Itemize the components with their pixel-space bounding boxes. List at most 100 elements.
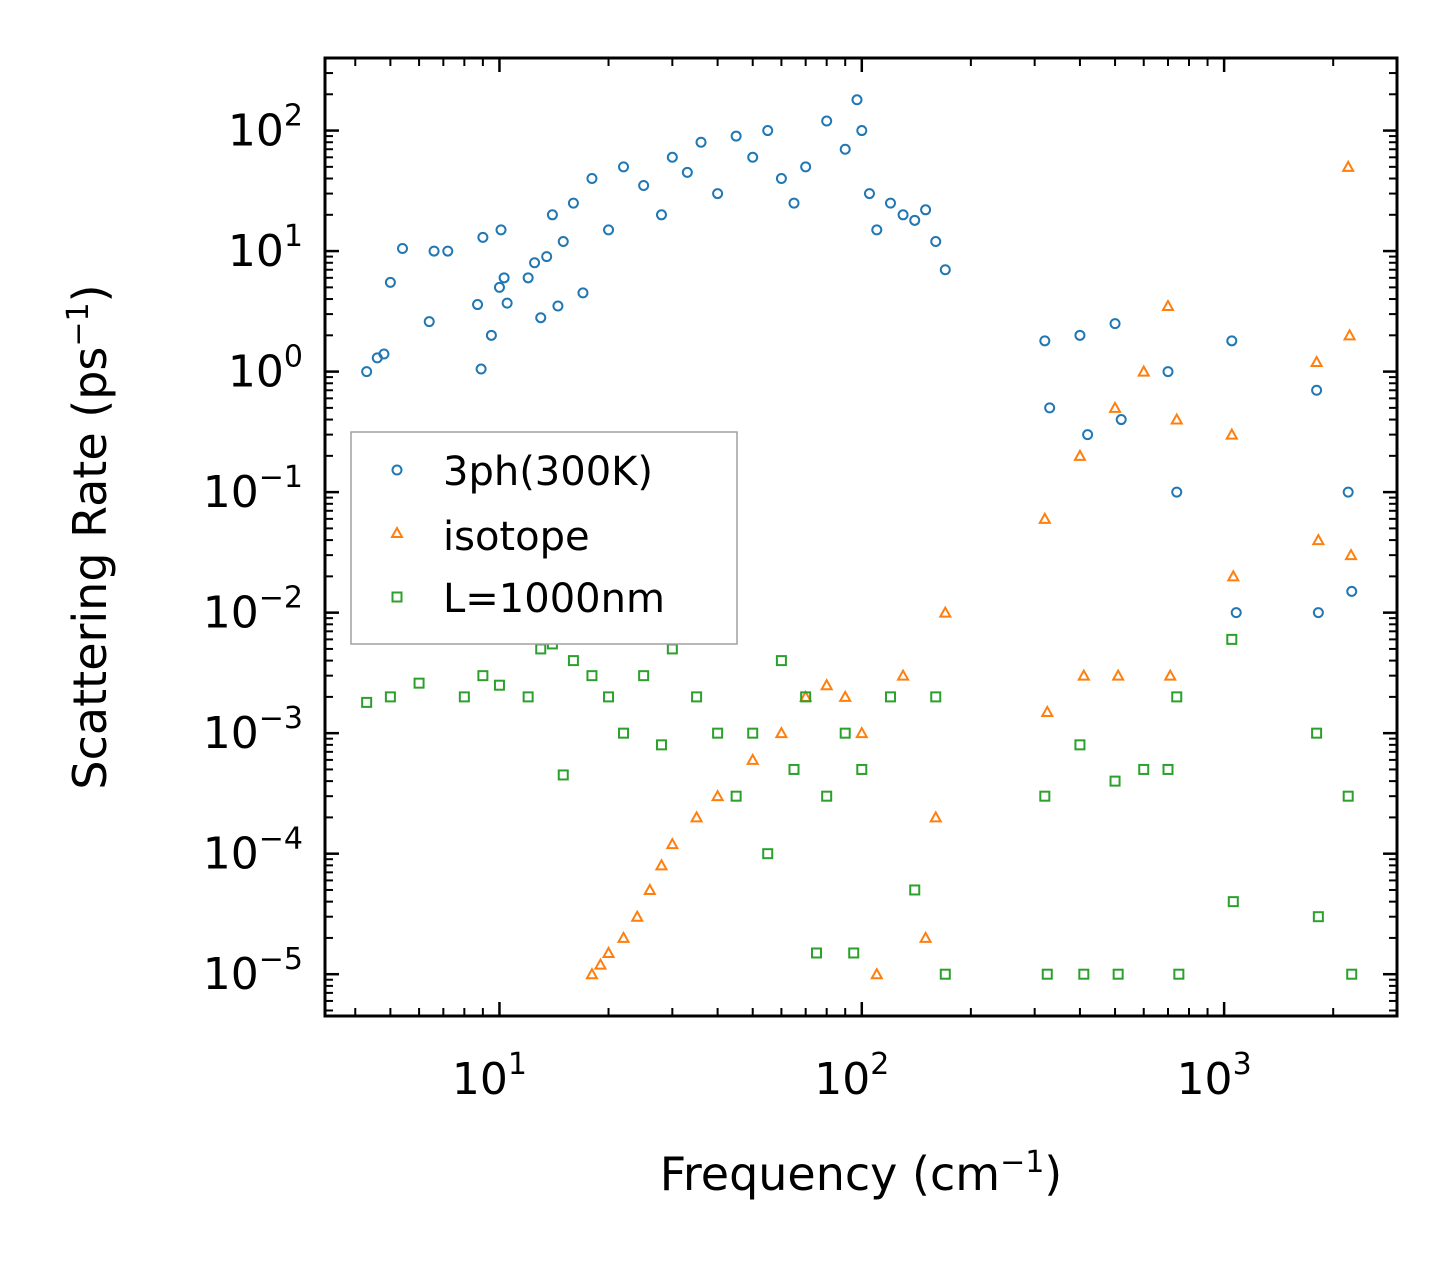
data-point [909, 884, 921, 896]
data-point [746, 752, 760, 765]
legend-label-3ph: 3ph(300K) [443, 449, 653, 495]
data-point [1171, 691, 1183, 703]
data-point [1227, 896, 1239, 908]
data-point [774, 726, 789, 739]
data-point [1342, 328, 1357, 341]
y-tick-exp: −3 [259, 701, 303, 736]
data-point [472, 299, 484, 311]
data-point [870, 967, 884, 980]
data-point [1341, 159, 1355, 172]
data-point [747, 151, 759, 163]
data-point [839, 143, 851, 155]
data-point [775, 173, 787, 185]
data-point [1040, 704, 1054, 717]
data-point [851, 94, 863, 106]
data-point [712, 188, 724, 200]
data-point [541, 251, 553, 263]
data-point [1162, 366, 1174, 378]
data-point [929, 810, 943, 823]
data-point [1038, 511, 1052, 524]
x-tick-label: 103 [1177, 1047, 1252, 1105]
x-tick-exp: 2 [870, 1047, 889, 1082]
x-tick-label: 102 [814, 1047, 889, 1105]
data-point [1346, 585, 1358, 597]
data-point [567, 197, 579, 209]
data-point [1171, 486, 1183, 498]
y-tick-exp: −4 [259, 822, 303, 857]
x-tick-base: 10 [1177, 1054, 1233, 1105]
data-point [522, 691, 534, 703]
legend-marker-3ph [391, 464, 403, 476]
data-point [396, 243, 408, 255]
y-tick-base: 10 [203, 949, 259, 1000]
data-point [638, 180, 650, 192]
data-point [1226, 569, 1240, 582]
data-point [1342, 486, 1354, 498]
data-point [712, 727, 724, 739]
data-point [552, 300, 564, 312]
data-point [821, 115, 833, 127]
data-point [838, 689, 852, 702]
data-point [730, 130, 742, 142]
y-tick-label: 100 [228, 340, 303, 398]
y-tick-base: 10 [203, 829, 259, 880]
y-tick-base: 10 [203, 708, 259, 759]
data-point [477, 231, 489, 243]
data-point [666, 151, 678, 163]
data-point [1044, 402, 1056, 414]
data-point [788, 763, 800, 775]
data-point [1162, 763, 1174, 775]
data-point [655, 739, 667, 751]
data-point [800, 161, 812, 173]
data-point [493, 679, 505, 691]
y-tick-label: 10−3 [203, 701, 303, 759]
data-point [1073, 448, 1087, 461]
legend-label-isotope: isotope [443, 514, 590, 560]
data-point [1311, 533, 1326, 546]
y-tick-base: 10 [228, 347, 284, 398]
x-tick-base: 10 [814, 1054, 870, 1105]
data-point [475, 363, 487, 375]
data-point [557, 236, 569, 248]
data-point [691, 691, 703, 703]
data-point [458, 691, 470, 703]
data-point [1173, 968, 1185, 980]
data-point [930, 691, 942, 703]
data-point [918, 930, 933, 943]
data-point [413, 677, 425, 689]
y-axis-title-exp: −1 [61, 302, 96, 346]
data-point [1309, 354, 1324, 368]
y-tick-label: 10−1 [203, 460, 303, 518]
data-point [689, 810, 704, 823]
data-point [522, 272, 534, 284]
data-point [630, 909, 644, 922]
x-axis-title: Frequency (cm−1) [660, 1145, 1063, 1201]
data-point [477, 670, 489, 682]
data-point [361, 366, 373, 378]
data-point [681, 166, 693, 178]
data-point [485, 329, 497, 341]
data-point [848, 947, 860, 959]
data-point [730, 790, 742, 802]
data-point [897, 209, 909, 221]
data-point [1109, 318, 1121, 330]
data-point [1082, 429, 1094, 441]
data-point [856, 763, 868, 775]
legend-marker-isotope [390, 525, 404, 538]
y-tick-base: 10 [228, 106, 284, 157]
x-axis-title-text: Frequency (cm [660, 1147, 1000, 1201]
legend-box [350, 431, 738, 645]
y-tick-exp: 0 [284, 340, 303, 375]
data-point [1074, 329, 1086, 341]
data-point [1115, 414, 1127, 426]
data-point [1226, 633, 1238, 645]
data-point [1039, 335, 1051, 347]
data-point [762, 125, 774, 137]
data-points [361, 94, 1358, 980]
data-point [800, 691, 812, 703]
data-point [1344, 548, 1358, 561]
series-1 [361, 94, 1358, 619]
data-point [884, 197, 896, 209]
